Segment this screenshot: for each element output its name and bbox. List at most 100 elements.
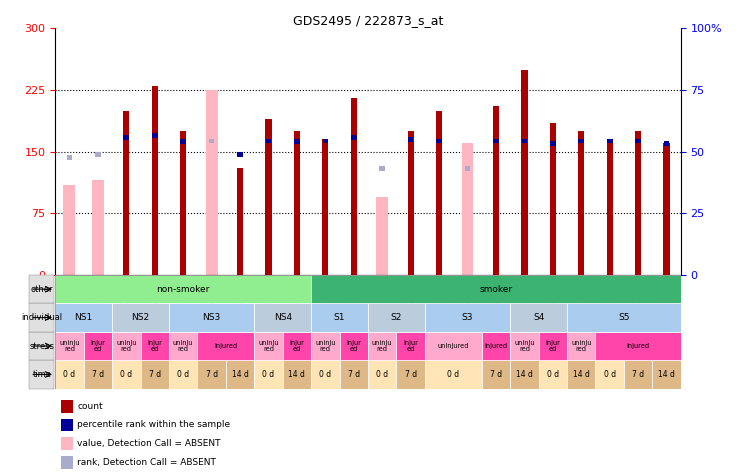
Text: time: time bbox=[32, 370, 52, 379]
Text: 0 d: 0 d bbox=[177, 370, 189, 379]
Text: injur
ed: injur ed bbox=[545, 340, 560, 352]
Bar bbox=[425, 360, 482, 389]
Text: S1: S1 bbox=[334, 313, 345, 322]
Text: 0 d: 0 d bbox=[547, 370, 559, 379]
Text: 14 d: 14 d bbox=[658, 370, 675, 379]
Bar bbox=[436, 110, 442, 275]
Text: 14 d: 14 d bbox=[516, 370, 533, 379]
Text: 0 d: 0 d bbox=[263, 370, 275, 379]
Text: value, Detection Call = ABSENT: value, Detection Call = ABSENT bbox=[77, 439, 221, 448]
Bar bbox=[124, 135, 129, 140]
Text: smoker: smoker bbox=[479, 285, 512, 293]
Text: injur
ed: injur ed bbox=[91, 340, 105, 352]
Bar bbox=[169, 303, 254, 332]
Bar bbox=[266, 119, 272, 275]
Bar bbox=[254, 303, 311, 332]
Bar bbox=[464, 165, 470, 171]
Text: other: other bbox=[31, 285, 54, 293]
Bar bbox=[152, 86, 158, 275]
Bar bbox=[29, 303, 54, 332]
Bar bbox=[322, 138, 328, 144]
Text: 0 d: 0 d bbox=[63, 370, 76, 379]
Bar bbox=[350, 98, 357, 275]
Text: S2: S2 bbox=[391, 313, 402, 322]
Bar bbox=[61, 438, 73, 450]
Text: 0 d: 0 d bbox=[447, 370, 459, 379]
Bar bbox=[205, 90, 218, 275]
Text: 7 d: 7 d bbox=[205, 370, 218, 379]
Bar bbox=[237, 168, 243, 275]
Bar bbox=[226, 360, 254, 389]
Bar bbox=[550, 123, 556, 275]
Text: 14 d: 14 d bbox=[289, 370, 305, 379]
Bar bbox=[368, 360, 397, 389]
Text: NS4: NS4 bbox=[274, 313, 291, 322]
Text: S4: S4 bbox=[533, 313, 545, 322]
Bar bbox=[539, 332, 567, 360]
Text: injur
ed: injur ed bbox=[347, 340, 361, 352]
Text: injured: injured bbox=[626, 343, 650, 349]
Bar bbox=[522, 138, 527, 144]
Text: stress: stress bbox=[29, 342, 54, 350]
Bar bbox=[397, 360, 425, 389]
Bar bbox=[92, 181, 104, 275]
Bar bbox=[266, 138, 272, 144]
Text: 7 d: 7 d bbox=[92, 370, 104, 379]
Bar bbox=[254, 332, 283, 360]
Text: injur
ed: injur ed bbox=[289, 340, 305, 352]
Bar bbox=[339, 360, 368, 389]
Text: uninju
red: uninju red bbox=[59, 340, 79, 352]
Bar bbox=[112, 332, 141, 360]
Text: injur
ed: injur ed bbox=[147, 340, 162, 352]
Bar bbox=[294, 139, 300, 144]
Bar bbox=[283, 360, 311, 389]
Bar bbox=[112, 360, 141, 389]
Text: individual: individual bbox=[21, 313, 63, 322]
Bar bbox=[578, 131, 584, 275]
Bar bbox=[550, 141, 556, 146]
Bar bbox=[408, 131, 414, 275]
Text: uninju
red: uninju red bbox=[372, 340, 392, 352]
Text: count: count bbox=[77, 401, 103, 410]
Text: 7 d: 7 d bbox=[405, 370, 417, 379]
Bar bbox=[197, 360, 226, 389]
Bar bbox=[595, 360, 624, 389]
Bar bbox=[311, 360, 339, 389]
Bar bbox=[425, 303, 510, 332]
Bar bbox=[607, 138, 612, 144]
Text: injured: injured bbox=[214, 343, 238, 349]
Bar bbox=[29, 275, 54, 303]
Text: injured: injured bbox=[484, 343, 508, 349]
Text: injur
ed: injur ed bbox=[403, 340, 418, 352]
Bar bbox=[84, 332, 112, 360]
Bar bbox=[664, 141, 670, 146]
Bar bbox=[311, 275, 681, 303]
Text: 14 d: 14 d bbox=[232, 370, 249, 379]
Bar bbox=[237, 152, 243, 156]
Bar bbox=[368, 332, 397, 360]
Bar bbox=[482, 332, 510, 360]
Bar bbox=[351, 135, 357, 140]
Bar bbox=[29, 360, 54, 389]
Text: rank, Detection Call = ABSENT: rank, Detection Call = ABSENT bbox=[77, 458, 216, 467]
Text: NS2: NS2 bbox=[132, 313, 149, 322]
Bar bbox=[61, 400, 73, 412]
Text: uninju
red: uninju red bbox=[315, 340, 336, 352]
Bar bbox=[510, 360, 539, 389]
Bar bbox=[169, 332, 197, 360]
Text: 0 d: 0 d bbox=[376, 370, 389, 379]
Bar bbox=[141, 360, 169, 389]
Bar bbox=[493, 138, 499, 144]
Bar bbox=[379, 165, 385, 171]
Text: 14 d: 14 d bbox=[573, 370, 590, 379]
Bar bbox=[436, 138, 442, 144]
Bar bbox=[461, 144, 473, 275]
Bar bbox=[55, 332, 84, 360]
Bar bbox=[652, 360, 681, 389]
Bar bbox=[55, 275, 311, 303]
Bar bbox=[567, 332, 595, 360]
Bar bbox=[152, 133, 158, 138]
Text: uninju
red: uninju red bbox=[258, 340, 279, 352]
Bar bbox=[112, 303, 169, 332]
Title: GDS2495 / 222873_s_at: GDS2495 / 222873_s_at bbox=[293, 14, 443, 27]
